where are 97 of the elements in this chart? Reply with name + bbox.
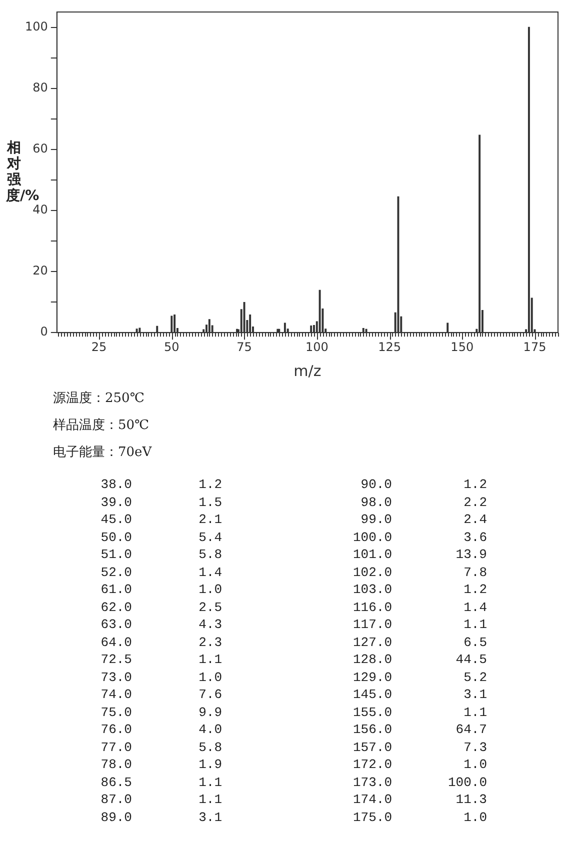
text: 3.1 xyxy=(198,808,222,826)
text: 1.1 xyxy=(198,774,222,791)
text: 1.1 xyxy=(462,616,487,634)
text: 157.0 xyxy=(352,738,392,756)
x-tick-label: 75 xyxy=(236,340,252,354)
text: 2.1 xyxy=(198,511,222,528)
text: 1.9 xyxy=(198,756,222,774)
text: 101.0 xyxy=(352,546,392,564)
text: 电子能量：70eV xyxy=(53,444,153,462)
text: 52.0 xyxy=(100,564,132,581)
text: 7.6 xyxy=(198,686,222,704)
text: 1.1 xyxy=(198,791,222,808)
text: 1.0 xyxy=(198,668,222,686)
text: 127.0 xyxy=(352,634,392,651)
text: 1.4 xyxy=(462,598,487,616)
text: 86.5 xyxy=(100,774,132,791)
x-tick-label: 50 xyxy=(164,340,180,354)
text: 44.5 xyxy=(454,651,487,668)
text: 61.0 xyxy=(100,581,132,598)
text: 1.0 xyxy=(198,581,222,598)
text: 77.0 xyxy=(100,738,132,756)
y-tick-label: 0 xyxy=(40,324,48,339)
text: 62.0 xyxy=(100,598,132,616)
text: 2.4 xyxy=(462,511,487,528)
text: 样品温度：50℃ xyxy=(53,417,150,435)
y-tick-label: 80 xyxy=(32,80,48,94)
text: 5.2 xyxy=(462,668,487,686)
y-tick-label: 100 xyxy=(25,19,48,34)
text: 129.0 xyxy=(352,668,392,686)
text: 128.0 xyxy=(352,651,392,668)
text: 2.5 xyxy=(198,598,222,616)
text: 174.0 xyxy=(352,791,392,808)
text: 73.0 xyxy=(100,668,132,686)
text: 3.6 xyxy=(462,528,487,546)
text: 1.0 xyxy=(462,808,487,826)
text: 2.2 xyxy=(462,494,487,511)
text: 45.0 xyxy=(100,511,132,528)
text: 1.1 xyxy=(462,704,487,721)
text: 4.0 xyxy=(198,721,222,738)
text: 2.3 xyxy=(198,634,222,651)
x-tick-label: 100 xyxy=(305,340,328,354)
text: 175.0 xyxy=(352,808,392,826)
y-tick-label: 40 xyxy=(32,202,48,217)
y-tick-label: 20 xyxy=(32,264,48,278)
text: 172.0 xyxy=(352,756,392,774)
text: 1.0 xyxy=(462,756,487,774)
text: 74.0 xyxy=(100,686,132,704)
text: 50.0 xyxy=(100,528,132,546)
text: 源温度：250℃ xyxy=(53,390,146,408)
text: 5.8 xyxy=(198,738,222,756)
text: 7.3 xyxy=(462,738,487,756)
text: 1.2 xyxy=(462,476,487,494)
x-tick-label: 125 xyxy=(378,340,401,354)
x-tick-label: 25 xyxy=(91,340,107,354)
text: 5.8 xyxy=(198,546,222,564)
text: 7.8 xyxy=(462,564,487,581)
text: 1.1 xyxy=(198,651,222,668)
text: 6.5 xyxy=(462,634,487,651)
text: 38.0 xyxy=(100,476,132,494)
text: 102.0 xyxy=(352,564,392,581)
text: 116.0 xyxy=(352,598,392,616)
text: 156.0 xyxy=(352,721,392,738)
text: 11.3 xyxy=(454,791,487,808)
text: 76.0 xyxy=(100,721,132,738)
text: 4.3 xyxy=(198,616,222,634)
text: 72.5 xyxy=(100,651,132,668)
text: 1.5 xyxy=(198,494,222,511)
text: 173.0 xyxy=(352,774,392,791)
text: 98.0 xyxy=(360,494,392,511)
text: 39.0 xyxy=(100,494,132,511)
text: 117.0 xyxy=(352,616,392,634)
text: 3.1 xyxy=(462,686,487,704)
text: 99.0 xyxy=(360,511,392,528)
text: 5.4 xyxy=(198,528,222,546)
y-tick-label: 60 xyxy=(32,142,48,156)
text: 90.0 xyxy=(360,476,392,494)
text: 87.0 xyxy=(100,791,132,808)
text: 1.2 xyxy=(198,476,222,494)
text: 78.0 xyxy=(100,756,132,774)
x-axis-title: m/z xyxy=(294,362,322,380)
text: 1.2 xyxy=(462,581,487,598)
text: 63.0 xyxy=(100,616,132,634)
text: 9.9 xyxy=(198,704,222,721)
text: 100.0 xyxy=(446,774,487,791)
text: 155.0 xyxy=(352,704,392,721)
text: 13.9 xyxy=(454,546,487,564)
text: 51.0 xyxy=(100,546,132,564)
x-tick-label: 175 xyxy=(523,340,546,354)
x-tick-label: 150 xyxy=(450,340,474,354)
text: 89.0 xyxy=(100,808,132,826)
text: 145.0 xyxy=(352,686,392,704)
text: 64.0 xyxy=(100,634,132,651)
text: 64.7 xyxy=(454,721,487,738)
text: 75.0 xyxy=(100,704,132,721)
text: 103.0 xyxy=(352,581,392,598)
text: 100.0 xyxy=(352,528,392,546)
text: 1.4 xyxy=(198,564,222,581)
